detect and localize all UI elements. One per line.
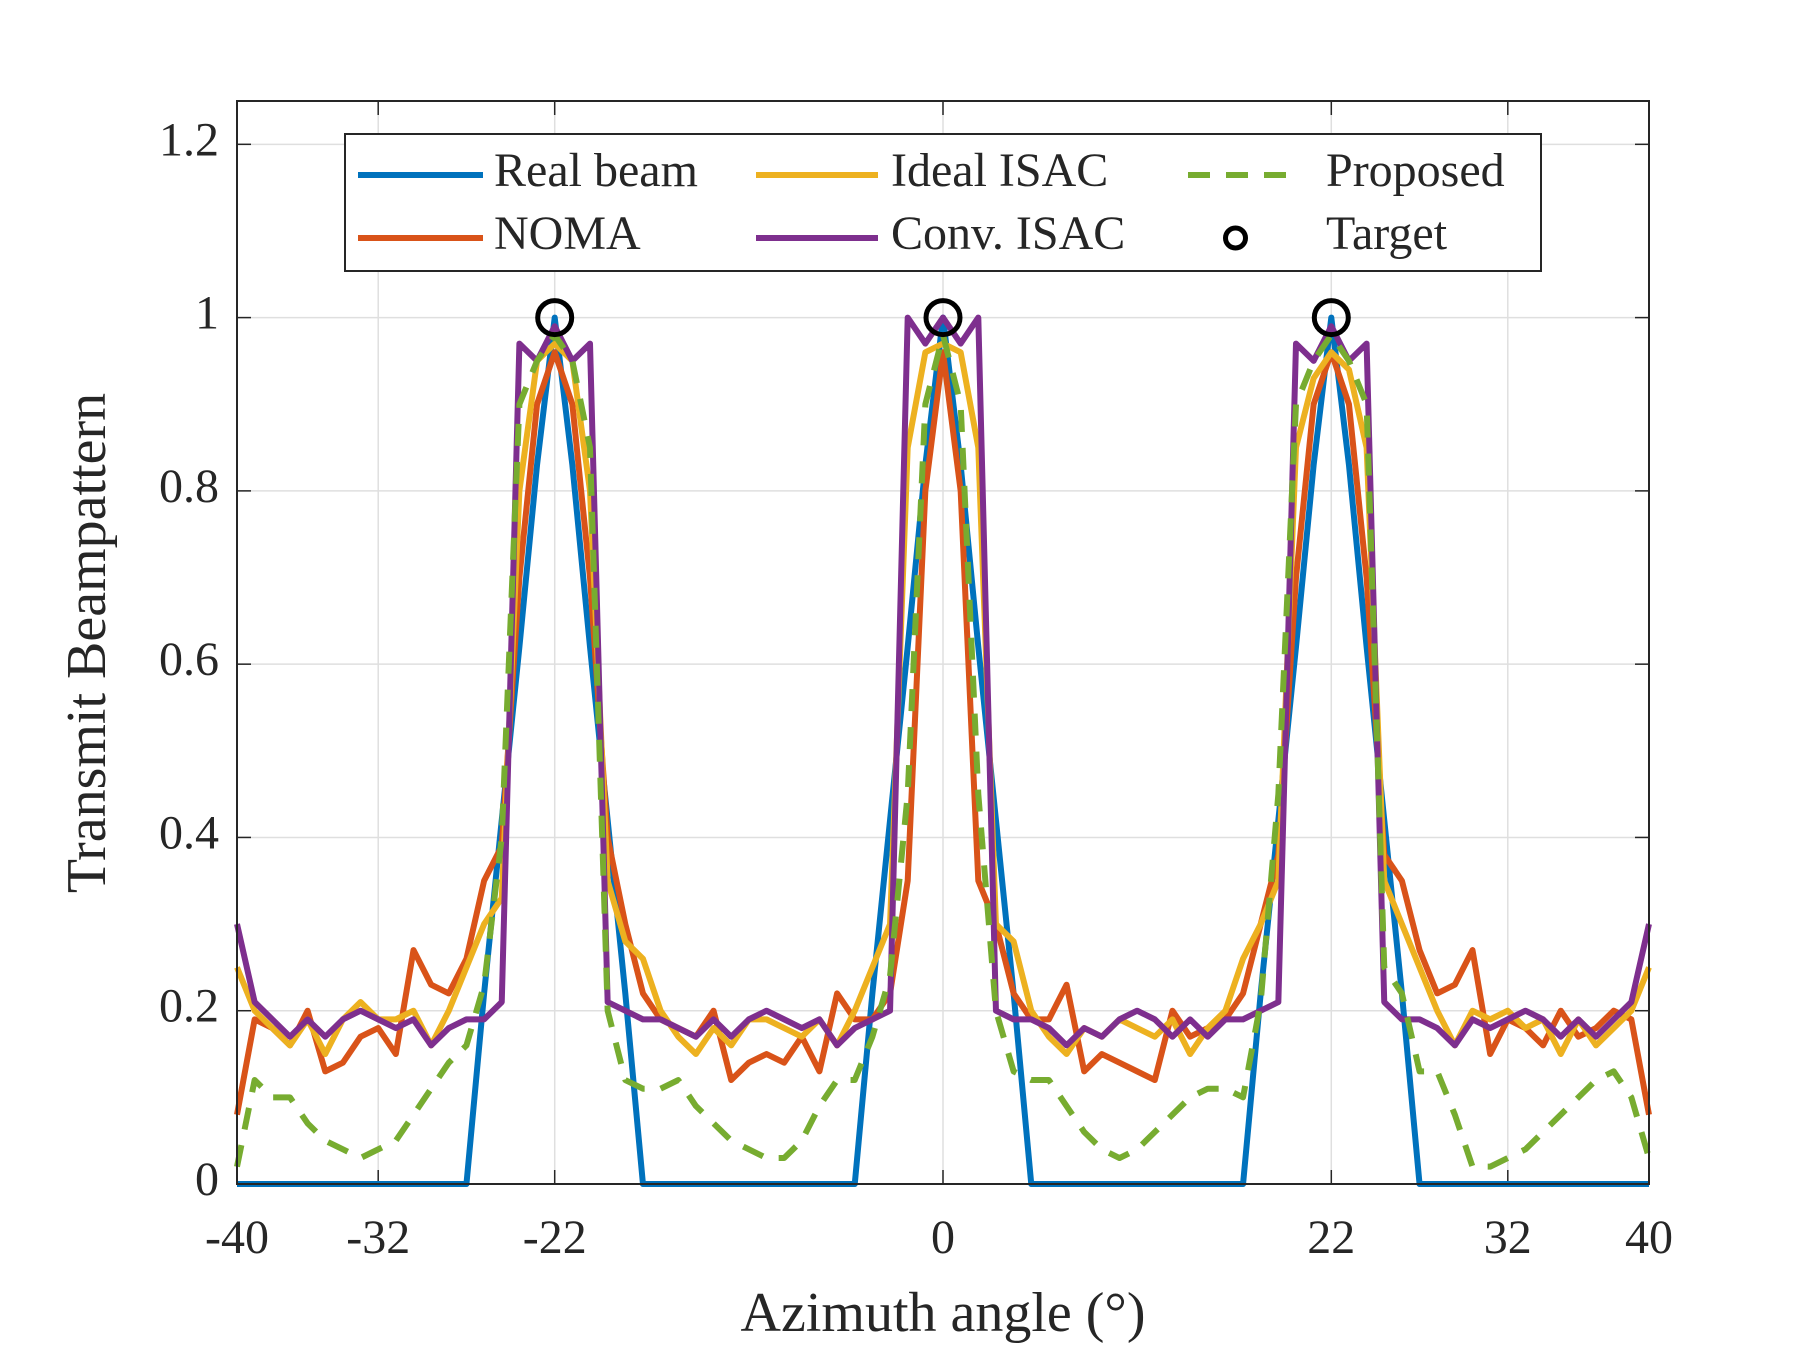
- legend: Real beam NOMA Ideal ISAC Conv. ISAC Propose…: [344, 133, 1542, 272]
- y-tick-label: 0.8: [159, 460, 219, 513]
- y-tick-label: 1.2: [159, 113, 219, 166]
- target-marker: [1311, 298, 1351, 338]
- legend-label: NOMA: [494, 207, 641, 260]
- axes-box: [236, 100, 1650, 1185]
- x-tick-label: -32: [346, 1211, 410, 1264]
- y-axis-label: Transmit Beampattern: [56, 393, 118, 893]
- y-tick-label: 0.2: [159, 980, 219, 1033]
- x-tick-label: 0: [931, 1211, 955, 1264]
- target-marker: [535, 298, 575, 338]
- x-axis-label: Azimuth angle (°): [741, 1282, 1146, 1344]
- series-line: [234, 314, 1652, 1049]
- legend-box: [344, 133, 1542, 272]
- legend-swatch: [1223, 225, 1248, 251]
- y-tick-label: 0: [195, 1153, 219, 1206]
- x-tick-label: 32: [1484, 1211, 1532, 1264]
- legend-label: Ideal ISAC: [891, 144, 1108, 197]
- legend-label: Proposed: [1326, 144, 1505, 197]
- y-tick-label: 0.6: [159, 633, 219, 686]
- x-tick-label: -22: [523, 1211, 587, 1264]
- legend-label: Conv. ISAC: [891, 207, 1125, 260]
- series-line: [234, 349, 1652, 1116]
- x-tick-label: 22: [1307, 1211, 1355, 1264]
- y-tick-label: 0.4: [159, 806, 219, 859]
- x-tick-label: 40: [1625, 1211, 1673, 1264]
- target-marker: [923, 298, 963, 338]
- legend-label: Target: [1326, 207, 1448, 260]
- x-tick-label: -40: [205, 1211, 269, 1264]
- y-tick-label: 1: [195, 287, 219, 340]
- legend-label: Real beam: [494, 144, 698, 197]
